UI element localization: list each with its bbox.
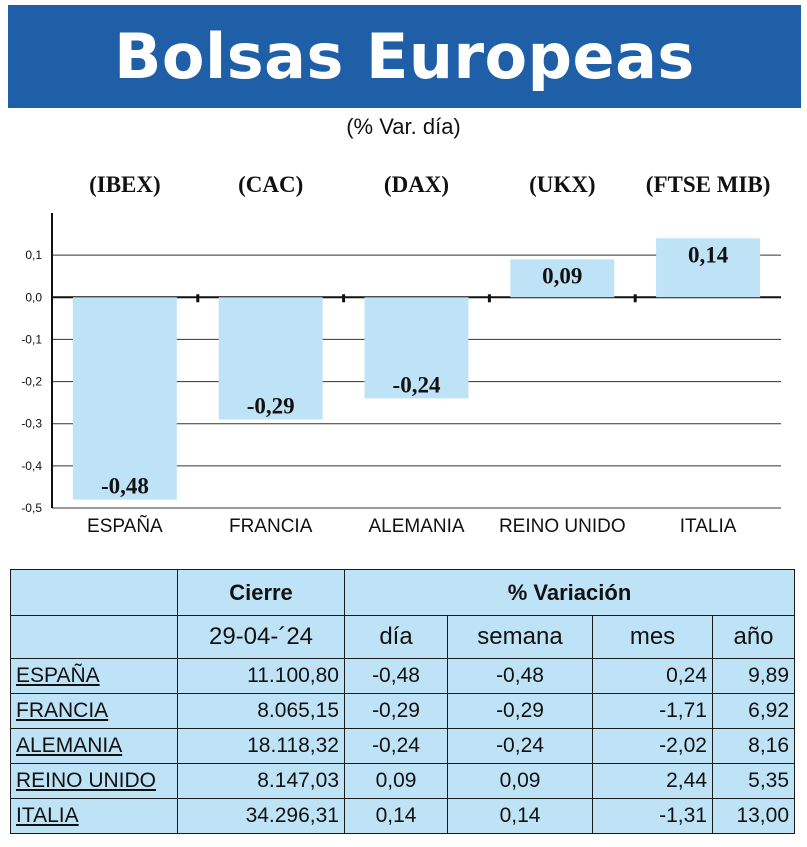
- bar-chart: 0,1 0,0 -0,1 -0,2 -0,3 -0,4 -0,5 -0,48 (IBEX) ESP…: [21, 172, 781, 537]
- variacion-header: % Variación: [343, 569, 796, 616]
- bar: [510, 259, 615, 298]
- bar-value-label: -0,48: [101, 474, 149, 499]
- row-country: ALEMANIA: [10, 728, 178, 764]
- bar-value-label: -0,29: [247, 394, 295, 419]
- dia-header: día: [344, 615, 448, 659]
- empty-header-cell: [10, 615, 178, 659]
- row-semana: -0,24: [447, 728, 593, 764]
- y-tick-label: 0,1: [25, 248, 42, 262]
- row-ano: 6,92: [711, 693, 796, 729]
- row-ano: 9,89: [711, 658, 796, 694]
- row-ano: 13,00: [711, 798, 796, 834]
- ticker-label: (CAC): [238, 172, 303, 197]
- y-tick-label: -0,4: [21, 459, 42, 473]
- market-table: Cierre % Variación 29-04-´24 día semana …: [10, 569, 796, 834]
- table-row: ALEMANIA 18.118,32 -0,24 -0,24 -2,02 8,16: [10, 728, 796, 764]
- row-mes: 0,24: [592, 658, 713, 694]
- row-cierre: 11.100,80: [177, 658, 345, 694]
- bar: [218, 297, 323, 420]
- cierre-header: Cierre: [177, 569, 345, 616]
- table-row: REINO UNIDO 8.147,03 0,09 0,09 2,44 5,35: [10, 763, 796, 799]
- row-dia: -0,48: [344, 658, 448, 694]
- chart-subtitle: (% Var. día): [346, 114, 461, 139]
- ticker-label: (UKX): [529, 172, 595, 197]
- bar: [364, 297, 469, 399]
- country-label: REINO UNIDO: [499, 516, 626, 537]
- row-semana: -0,48: [447, 658, 593, 694]
- country-label: ESPAÑA: [87, 515, 163, 537]
- bar: [72, 297, 177, 500]
- row-semana: 0,09: [447, 763, 593, 799]
- y-tick-label: 0,0: [25, 290, 42, 304]
- y-tick-label: -0,1: [21, 332, 42, 346]
- title-banner: Bolsas Europeas: [8, 5, 801, 108]
- country-label: FRANCIA: [229, 516, 313, 537]
- row-country: FRANCIA: [10, 693, 178, 729]
- page-title: Bolsas Europeas: [114, 20, 695, 93]
- country-label: ITALIA: [680, 516, 737, 537]
- semana-header: semana: [447, 615, 593, 659]
- y-tick-label: -0,3: [21, 417, 42, 431]
- table-group-header-row: Cierre % Variación: [10, 569, 796, 616]
- ticker-label: (FTSE MIB): [646, 172, 771, 197]
- ano-header: año: [711, 615, 796, 659]
- row-ano: 5,35: [711, 763, 796, 799]
- row-mes: -2,02: [592, 728, 713, 764]
- table-row: ITALIA 34.296,31 0,14 0,14 -1,31 13,00: [10, 798, 796, 834]
- row-semana: 0,14: [447, 798, 593, 834]
- empty-header-cell: [10, 569, 178, 616]
- row-dia: -0,24: [344, 728, 448, 764]
- row-cierre: 34.296,31: [177, 798, 345, 834]
- bar: [656, 238, 761, 298]
- mes-header: mes: [592, 615, 713, 659]
- row-dia: 0,09: [344, 763, 448, 799]
- y-tick-label: -0,5: [21, 501, 42, 515]
- row-cierre: 8.147,03: [177, 763, 345, 799]
- row-ano: 8,16: [711, 728, 796, 764]
- country-label: ALEMANIA: [368, 516, 464, 537]
- table-row: FRANCIA 8.065,15 -0,29 -0,29 -1,71 6,92: [10, 693, 796, 729]
- ticker-label: (IBEX): [89, 172, 161, 197]
- row-mes: 2,44: [592, 763, 713, 799]
- ticker-label: (DAX): [384, 172, 449, 197]
- row-dia: -0,29: [344, 693, 448, 729]
- bar-value-label: 0,14: [688, 242, 729, 267]
- row-mes: -1,31: [592, 798, 713, 834]
- table-row: ESPAÑA 11.100,80 -0,48 -0,48 0,24 9,89: [10, 658, 796, 694]
- row-mes: -1,71: [592, 693, 713, 729]
- date-header: 29-04-´24: [177, 615, 345, 659]
- bar-value-label: 0,09: [542, 263, 582, 288]
- y-tick-label: -0,2: [21, 375, 42, 389]
- row-country: ESPAÑA: [10, 658, 178, 694]
- row-country: REINO UNIDO: [10, 763, 178, 799]
- row-cierre: 18.118,32: [177, 728, 345, 764]
- row-country: ITALIA: [10, 798, 178, 834]
- bar-value-label: -0,24: [393, 372, 441, 397]
- row-dia: 0,14: [344, 798, 448, 834]
- row-semana: -0,29: [447, 693, 593, 729]
- table-column-header-row: 29-04-´24 día semana mes año: [10, 615, 796, 659]
- row-cierre: 8.065,15: [177, 693, 345, 729]
